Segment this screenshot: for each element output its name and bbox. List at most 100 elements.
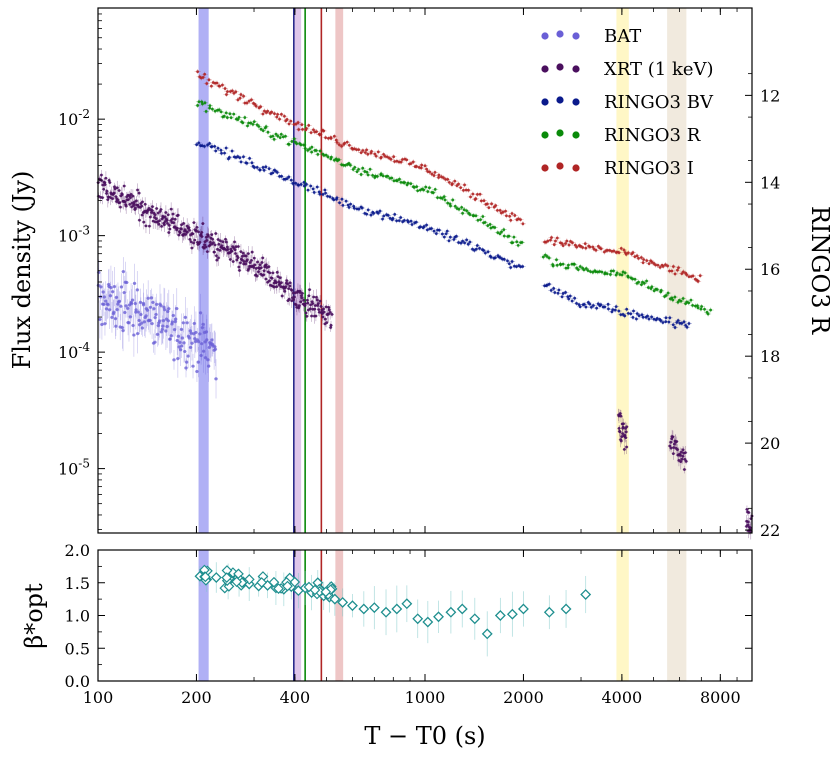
data-point xyxy=(297,183,301,187)
data-point xyxy=(437,228,441,232)
data-point xyxy=(338,201,341,205)
data-point xyxy=(614,305,618,309)
data-point xyxy=(264,263,268,267)
data-point xyxy=(206,234,210,238)
data-point xyxy=(119,304,123,308)
data-point xyxy=(306,148,310,152)
data-point xyxy=(645,279,648,283)
legend-marker xyxy=(556,63,564,71)
data-point xyxy=(366,173,370,177)
data-point xyxy=(226,90,229,93)
data-point xyxy=(323,317,327,321)
data-point xyxy=(197,100,201,104)
data-point xyxy=(234,252,237,255)
data-point xyxy=(131,323,135,328)
data-point xyxy=(270,110,274,114)
legend: BAT XRT (1 keV) RINGO3 BV RINGO3 R RINGO3 I xyxy=(541,26,714,179)
data-point xyxy=(340,144,343,148)
data-point xyxy=(637,280,640,284)
data-point xyxy=(261,256,265,260)
data-point xyxy=(115,186,119,190)
data-point xyxy=(180,344,184,348)
data-point xyxy=(442,176,445,180)
data-point xyxy=(210,233,214,237)
data-point xyxy=(160,327,164,331)
data-point xyxy=(555,236,559,240)
beta-point xyxy=(469,613,481,625)
data-point xyxy=(292,298,296,302)
beta-point xyxy=(221,572,233,584)
data-point xyxy=(673,326,677,329)
data-point xyxy=(398,177,401,181)
data-point xyxy=(236,98,240,102)
data-point xyxy=(208,104,212,107)
data-point xyxy=(461,211,464,215)
data-point xyxy=(652,317,656,321)
data-point xyxy=(125,280,129,285)
data-point xyxy=(288,284,292,288)
beta-point xyxy=(433,611,444,623)
data-point xyxy=(700,305,704,308)
data-point xyxy=(437,176,440,179)
data-point xyxy=(699,307,703,311)
legend-marker xyxy=(572,164,580,172)
data-point xyxy=(246,124,249,128)
data-point xyxy=(591,270,595,274)
data-point xyxy=(474,247,478,251)
data-point xyxy=(419,225,422,229)
data-point xyxy=(506,259,509,263)
data-point xyxy=(236,245,240,248)
data-point xyxy=(233,240,236,244)
data-point xyxy=(553,291,557,294)
data-point xyxy=(314,149,318,152)
data-point xyxy=(113,187,117,191)
data-point xyxy=(247,99,251,103)
data-point xyxy=(112,310,116,314)
highlight-band xyxy=(294,8,302,533)
data-point xyxy=(489,255,493,259)
data-point xyxy=(124,204,128,208)
data-point xyxy=(141,303,146,307)
beta-point xyxy=(268,576,280,588)
data-point xyxy=(276,113,280,116)
data-point xyxy=(236,118,240,122)
data-point xyxy=(171,217,174,221)
data-point xyxy=(218,239,222,243)
data-point xyxy=(617,251,621,255)
data-point xyxy=(457,241,460,244)
data-point xyxy=(308,307,312,311)
data-point xyxy=(148,318,152,323)
data-point xyxy=(436,196,439,200)
data-point xyxy=(646,314,649,318)
data-point xyxy=(279,132,283,136)
data-point xyxy=(691,274,695,278)
data-point xyxy=(683,468,686,471)
data-point xyxy=(278,276,282,280)
beta-point xyxy=(481,628,493,640)
data-point xyxy=(600,270,604,274)
data-point xyxy=(287,175,291,179)
data-point xyxy=(315,185,319,189)
data-point xyxy=(578,265,582,268)
data-point xyxy=(140,204,144,208)
data-point xyxy=(595,306,599,310)
data-point xyxy=(561,262,565,266)
data-point xyxy=(462,188,465,192)
data-point xyxy=(316,152,320,156)
data-point xyxy=(507,234,511,238)
data-point xyxy=(395,159,399,163)
data-point xyxy=(128,202,132,206)
data-point xyxy=(101,290,105,294)
data-point xyxy=(153,340,157,344)
top-axes: 10-5 10-4 10-3 10-2 12 14 16 18 20 22 xyxy=(58,7,780,540)
data-point xyxy=(452,238,456,241)
data-point xyxy=(129,196,132,200)
data-point xyxy=(626,312,630,315)
data-point xyxy=(118,201,122,204)
data-point xyxy=(140,321,144,325)
data-point xyxy=(483,251,487,255)
data-point xyxy=(200,230,204,234)
data-point xyxy=(212,250,216,254)
top-highlight-bands xyxy=(198,8,687,533)
data-point xyxy=(214,377,218,381)
